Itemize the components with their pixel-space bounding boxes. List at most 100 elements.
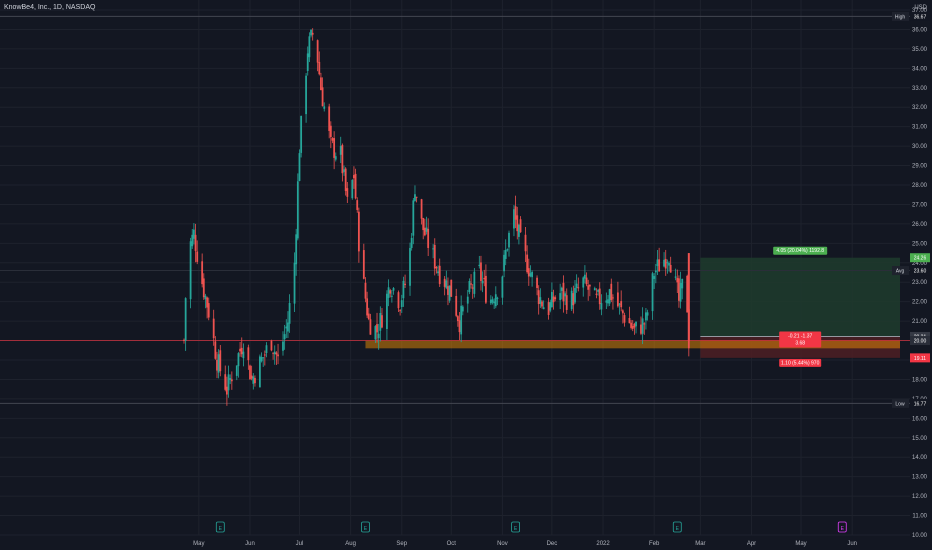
- candle-body: [310, 29, 312, 36]
- avg-price-badge-bg: [910, 266, 930, 276]
- candle-body: [414, 194, 416, 201]
- candle-body: [270, 340, 273, 351]
- candle-body: [549, 302, 552, 311]
- candle-body: [225, 386, 228, 395]
- candle-body: [633, 323, 636, 328]
- candle-body: [404, 283, 406, 285]
- candle-body: [605, 300, 608, 303]
- price-axis-label: 35.00: [912, 47, 928, 53]
- candle-body: [229, 378, 232, 380]
- candle-body: [443, 278, 446, 287]
- candle-body: [296, 181, 299, 239]
- candle-body: [189, 241, 192, 300]
- time-axis-label: Jun: [245, 541, 255, 547]
- candle-body: [306, 53, 309, 71]
- candle-body: [273, 351, 276, 355]
- candle-body: [620, 301, 623, 308]
- candle-body: [354, 173, 357, 199]
- candle-body: [582, 277, 585, 288]
- candle-body: [587, 285, 590, 290]
- high-tag-bg: [892, 11, 909, 21]
- candle-body: [293, 262, 296, 304]
- candle-body: [298, 153, 301, 181]
- candle-body: [254, 378, 256, 384]
- candle-body: [481, 280, 484, 284]
- candle-body: [390, 295, 393, 297]
- time-axis-label: Jul: [296, 541, 304, 547]
- high-tag: High: [895, 14, 906, 20]
- candle-body: [240, 347, 243, 355]
- candle-body: [559, 293, 562, 301]
- candle-body: [214, 341, 217, 359]
- candle-body: [674, 276, 677, 278]
- target-label: 4.05 (20.04%) 1192.8: [776, 248, 824, 254]
- price-axis-label: 24.00: [912, 261, 928, 267]
- candle-body: [470, 283, 472, 285]
- price-axis-label: 28.00: [912, 183, 928, 189]
- candle-body: [564, 293, 566, 297]
- candle-body: [272, 352, 274, 354]
- candle-body: [514, 206, 517, 220]
- price-axis-label: 33.00: [912, 86, 928, 92]
- candle-body: [262, 357, 265, 359]
- candle-body: [328, 106, 331, 131]
- candle-body: [676, 278, 679, 283]
- earnings-marker-label: E: [219, 526, 223, 532]
- candle-body: [588, 284, 591, 287]
- candle-body: [616, 292, 619, 307]
- center-label-bg: [779, 331, 822, 348]
- candle-body: [260, 357, 263, 362]
- candle-body: [285, 326, 288, 329]
- stop-price-badge-bg: [910, 353, 930, 363]
- candle-body: [491, 299, 494, 303]
- candle-body: [466, 296, 469, 304]
- candle-body: [496, 297, 499, 299]
- stop-label-bg: [779, 358, 822, 367]
- candle-body: [593, 288, 596, 291]
- candle-body: [460, 305, 463, 335]
- candle-body: [461, 306, 464, 312]
- candle-body: [608, 289, 611, 304]
- time-axis-label: Oct: [447, 541, 457, 547]
- time-axis-label: Nov: [497, 541, 508, 547]
- candle-body: [346, 188, 349, 197]
- low-price-badge-bg: [910, 398, 930, 408]
- candle-body: [235, 365, 238, 376]
- candle-body: [468, 281, 471, 293]
- time-axis-label: Mar: [695, 541, 705, 547]
- price-axis-label: 14.00: [912, 455, 928, 461]
- stop-label: 1.10 (5.44%) 970: [781, 360, 820, 366]
- candle-body: [643, 323, 646, 325]
- candle-body: [376, 324, 378, 333]
- candle-body: [595, 293, 598, 295]
- earnings-marker-label: E: [676, 526, 680, 532]
- candle-body: [409, 247, 411, 286]
- avg-tag-bg: [892, 266, 909, 276]
- candle-body: [554, 297, 557, 300]
- last-candle: [687, 253, 690, 341]
- candle-body: [379, 312, 382, 331]
- candle-body: [420, 199, 423, 219]
- candle-body: [212, 318, 215, 339]
- candle-body: [191, 234, 194, 247]
- earnings-marker: [215, 521, 225, 533]
- candle-body: [437, 271, 439, 274]
- candle-body: [400, 300, 403, 308]
- candle-body: [653, 276, 656, 279]
- candle-body: [526, 254, 529, 273]
- avg-tag: Avg: [896, 269, 905, 275]
- price-axis-label: 16.00: [912, 416, 928, 422]
- time-axis-label: May: [795, 541, 806, 547]
- candle-body: [201, 261, 204, 285]
- candle-body: [458, 320, 461, 333]
- candle-body: [478, 264, 481, 267]
- candle-body: [423, 227, 426, 236]
- candle-body: [196, 251, 199, 262]
- candle-body: [489, 299, 492, 304]
- candle-body: [252, 376, 255, 384]
- earnings-marker: [672, 521, 682, 533]
- high-price-badge-bg: [910, 11, 930, 21]
- last-price-badge: 20.00: [914, 339, 927, 345]
- candle-body: [239, 348, 241, 352]
